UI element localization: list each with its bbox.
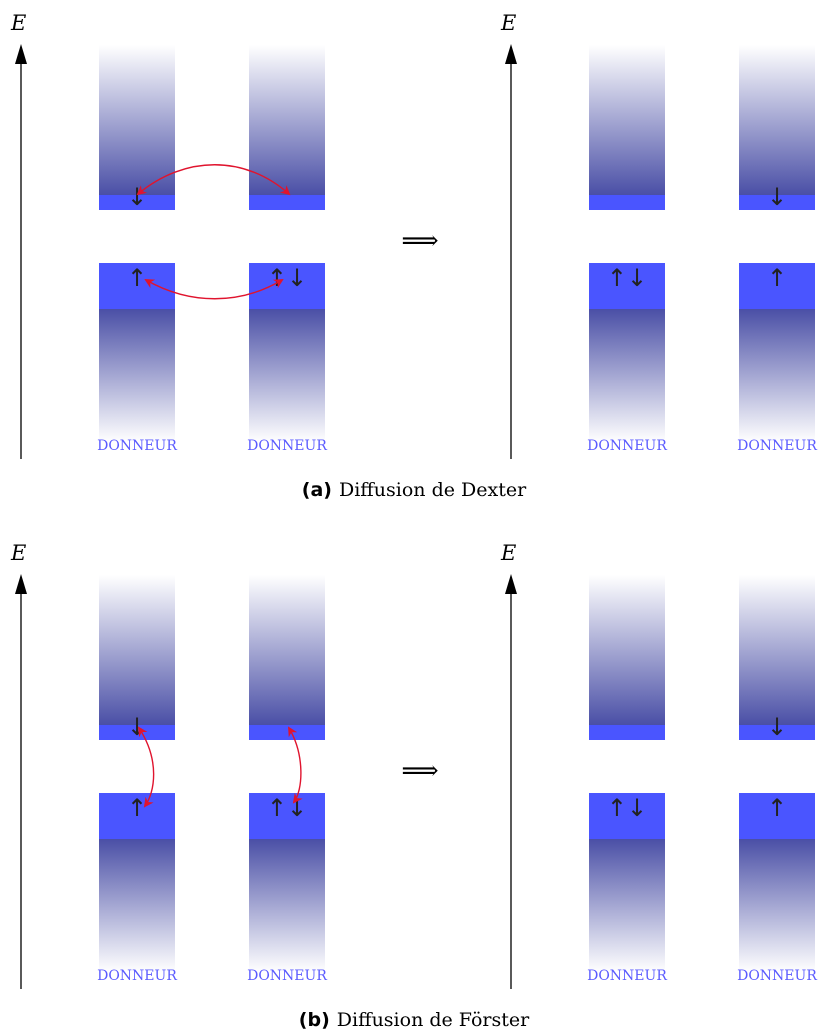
homo-level — [249, 793, 325, 839]
spin-pair-icon: ↑↓ — [267, 264, 307, 292]
implies-arrow-icon: ⟹ — [401, 756, 438, 786]
conduction-band — [589, 575, 665, 725]
molecule-column: DONNEUR ↓ ↑ — [737, 575, 817, 984]
donor-label: DONNEUR — [97, 968, 177, 984]
donor-label: DONNEUR — [737, 438, 817, 454]
homo-level — [589, 793, 665, 839]
homo-level — [589, 263, 665, 309]
intramolecular-transfer-arrow-left — [137, 726, 155, 808]
donor-label: DONNEUR — [737, 968, 817, 984]
energy-axis-arrowhead-icon — [15, 574, 27, 594]
molecule-column: DONNEUR ↑↓ — [587, 45, 667, 454]
caption-text: Diffusion de Förster — [337, 1009, 530, 1029]
spin-pair-icon: ↑↓ — [607, 794, 647, 822]
valence-band — [739, 309, 815, 442]
energy-axis-arrowhead-icon — [505, 574, 517, 594]
lumo-level — [99, 195, 175, 210]
conduction-band — [99, 45, 175, 195]
energy-axis-label: E — [500, 541, 516, 565]
transfer-arrows — [137, 726, 303, 808]
spin-up-icon: ↑ — [127, 264, 147, 292]
donor-label: DONNEUR — [587, 968, 667, 984]
donor-label: DONNEUR — [587, 438, 667, 454]
spin-down-icon: ↓ — [767, 713, 787, 741]
conduction-band — [249, 45, 325, 195]
transfer-arrows — [136, 164, 291, 300]
spin-up-icon: ↑ — [767, 794, 787, 822]
conduction-band — [589, 45, 665, 195]
conduction-band — [99, 575, 175, 725]
lumo-level — [99, 725, 175, 740]
valence-band — [99, 309, 175, 442]
spin-pair-icon: ↑↓ — [267, 794, 307, 822]
spin-down-icon: ↓ — [127, 183, 147, 211]
valence-band — [739, 839, 815, 972]
conduction-band — [739, 575, 815, 725]
energy-axis-label: E — [10, 11, 26, 35]
molecule-column: DONNEUR ↑↓ — [247, 575, 327, 984]
energy-axis-arrowhead-icon — [15, 44, 27, 64]
figure-caption: (a) Diffusion de Dexter — [302, 479, 527, 501]
molecule-column: DONNEUR ↓ ↑ — [737, 45, 817, 454]
homo-level — [99, 793, 175, 839]
homo-level — [739, 793, 815, 839]
lumo-level — [589, 195, 665, 210]
lumo-level — [249, 725, 325, 740]
implies-arrow-icon: ⟹ — [401, 226, 438, 256]
energy-axis-label: E — [10, 541, 26, 565]
spin-pair-icon: ↑↓ — [607, 264, 647, 292]
homo-level — [739, 263, 815, 309]
spin-up-icon: ↑ — [127, 794, 147, 822]
panel-a-after: E DONNEUR ↑↓ DONNEUR ↓ ↑ — [500, 11, 817, 459]
molecule-column: DONNEUR ↑↓ — [587, 575, 667, 984]
molecule-column: DONNEUR ↑↓ — [247, 45, 327, 454]
energy-axis-label: E — [500, 11, 516, 35]
panel-b-after: E DONNEUR ↑↓ DONNEUR ↓ ↑ — [500, 541, 817, 989]
panel-a-before: E DONNEUR ↓ ↑ DONNEUR ↑↓ — [10, 11, 327, 459]
intramolecular-transfer-arrow-right — [288, 726, 303, 804]
valence-band — [99, 839, 175, 972]
valence-band — [249, 309, 325, 442]
conduction-band — [739, 45, 815, 195]
lumo-level — [739, 195, 815, 210]
molecule-column: DONNEUR↓↑ — [97, 575, 177, 984]
valence-band — [589, 309, 665, 442]
caption-text: Diffusion de Dexter — [339, 479, 527, 501]
valence-band — [249, 839, 325, 972]
molecule-column: DONNEUR ↓ ↑ — [97, 45, 177, 454]
donor-label: DONNEUR — [247, 438, 327, 454]
lumo-level — [739, 725, 815, 740]
caption-tag: (b) — [299, 1009, 330, 1029]
lumo-level — [589, 725, 665, 740]
donor-label: DONNEUR — [247, 968, 327, 984]
donor-label: DONNEUR — [97, 438, 177, 454]
lumo-level — [249, 195, 325, 210]
spin-up-icon: ↑ — [767, 264, 787, 292]
valence-band — [589, 839, 665, 972]
spin-down-icon: ↓ — [767, 183, 787, 211]
conduction-band — [249, 575, 325, 725]
caption-tag: (a) — [302, 479, 332, 501]
electron-transfer-arrow-lower — [144, 278, 284, 300]
electron-transfer-arrow-upper — [136, 164, 291, 196]
energy-axis-arrowhead-icon — [505, 44, 517, 64]
figure-caption: (b) Diffusion de Förster — [299, 1009, 530, 1029]
